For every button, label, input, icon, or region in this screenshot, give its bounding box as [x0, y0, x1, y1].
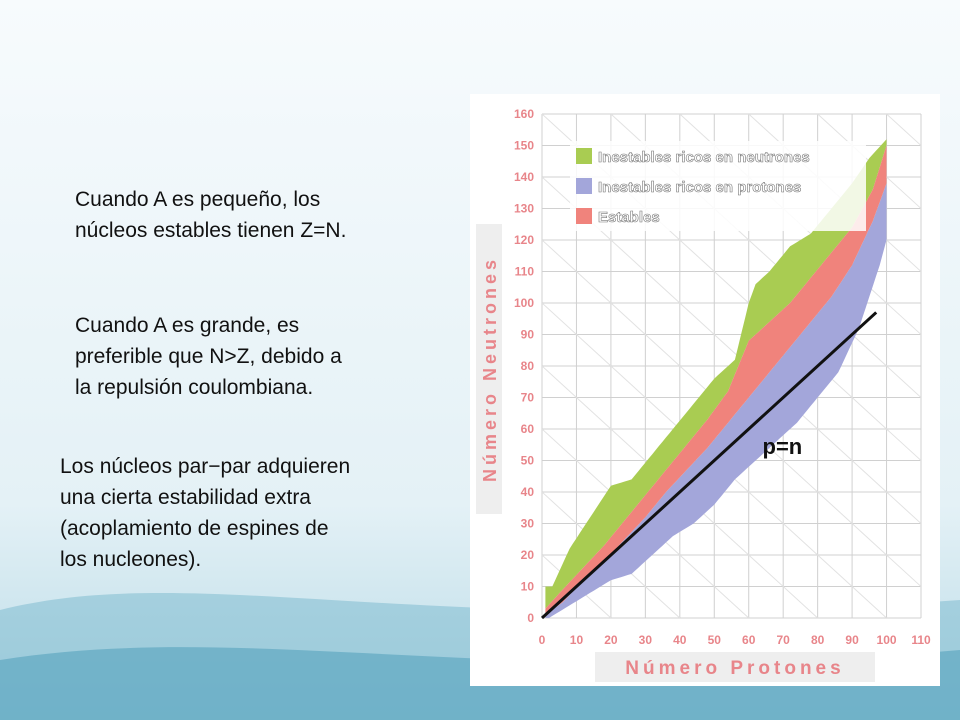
y-tick-label: 140 [514, 170, 534, 184]
y-tick-label: 60 [521, 422, 535, 436]
x-tick-label: 50 [708, 633, 722, 647]
x-tick-label: 10 [570, 633, 584, 647]
reference-line-p-equals-n [540, 311, 878, 620]
legend-swatch [576, 178, 592, 194]
text-even-even: Los núcleos par−par adquieren una cierta… [60, 455, 351, 571]
y-tick-label: 30 [521, 517, 535, 531]
y-tick-label: 150 [514, 139, 534, 153]
x-axis-title-box [595, 652, 875, 682]
isobar-line [679, 114, 921, 336]
series-neutron-rich [545, 139, 887, 609]
x-tick-label: 70 [777, 633, 791, 647]
x-tick-label: 40 [673, 633, 687, 647]
x-tick-label: 30 [639, 633, 653, 647]
legend-label: Inestables ricos en neutrones [598, 149, 810, 166]
text-small-a: Cuando A es pequeño, los núcleos estable… [75, 188, 347, 242]
chart-panel: p=n 0 10 20 30 40 50 60 70 80 90 100 110 0 10 20 30 40 50 6… [470, 94, 940, 686]
x-axis-title: Número Protones [625, 658, 844, 679]
y-tick-label: 0 [527, 611, 534, 625]
legend-label: Inestables ricos en protones [598, 179, 801, 196]
x-tick-label: 110 [911, 633, 931, 647]
y-tick-label: 70 [521, 391, 535, 405]
x-tick-label: 20 [604, 633, 618, 647]
y-tick-label: 110 [515, 265, 535, 279]
y-tick-label: 130 [514, 202, 534, 216]
legend-box [570, 141, 866, 231]
y-tick-label: 80 [521, 359, 535, 373]
x-tick-label: 0 [539, 633, 546, 647]
text-large-a: Cuando A es grande, es preferible que N>… [75, 314, 342, 399]
y-tick-label: 100 [514, 296, 534, 310]
legend-swatch [576, 208, 592, 224]
x-tick-label: 90 [845, 633, 859, 647]
legend-label: Estables [598, 209, 660, 226]
legend-swatch [576, 148, 592, 164]
y-tick-label: 120 [514, 233, 534, 247]
reference-line-label: p=n [763, 434, 803, 459]
y-tick-label: 20 [521, 548, 535, 562]
x-tick-label: 60 [742, 633, 756, 647]
x-tick-label: 80 [811, 633, 825, 647]
nuclide-chart: p=n 0 10 20 30 40 50 60 70 80 90 100 110 0 10 20 30 40 50 6… [476, 107, 931, 682]
y-axis-title: Número Neutrones [480, 256, 500, 482]
y-tick-label: 160 [514, 107, 534, 121]
y-tick-label: 40 [521, 485, 535, 499]
x-tick-label: 100 [877, 633, 897, 647]
y-tick-label: 50 [521, 454, 535, 468]
y-axis-title-box [476, 224, 502, 514]
y-tick-label: 90 [521, 328, 535, 342]
y-tick-label: 10 [521, 580, 535, 594]
